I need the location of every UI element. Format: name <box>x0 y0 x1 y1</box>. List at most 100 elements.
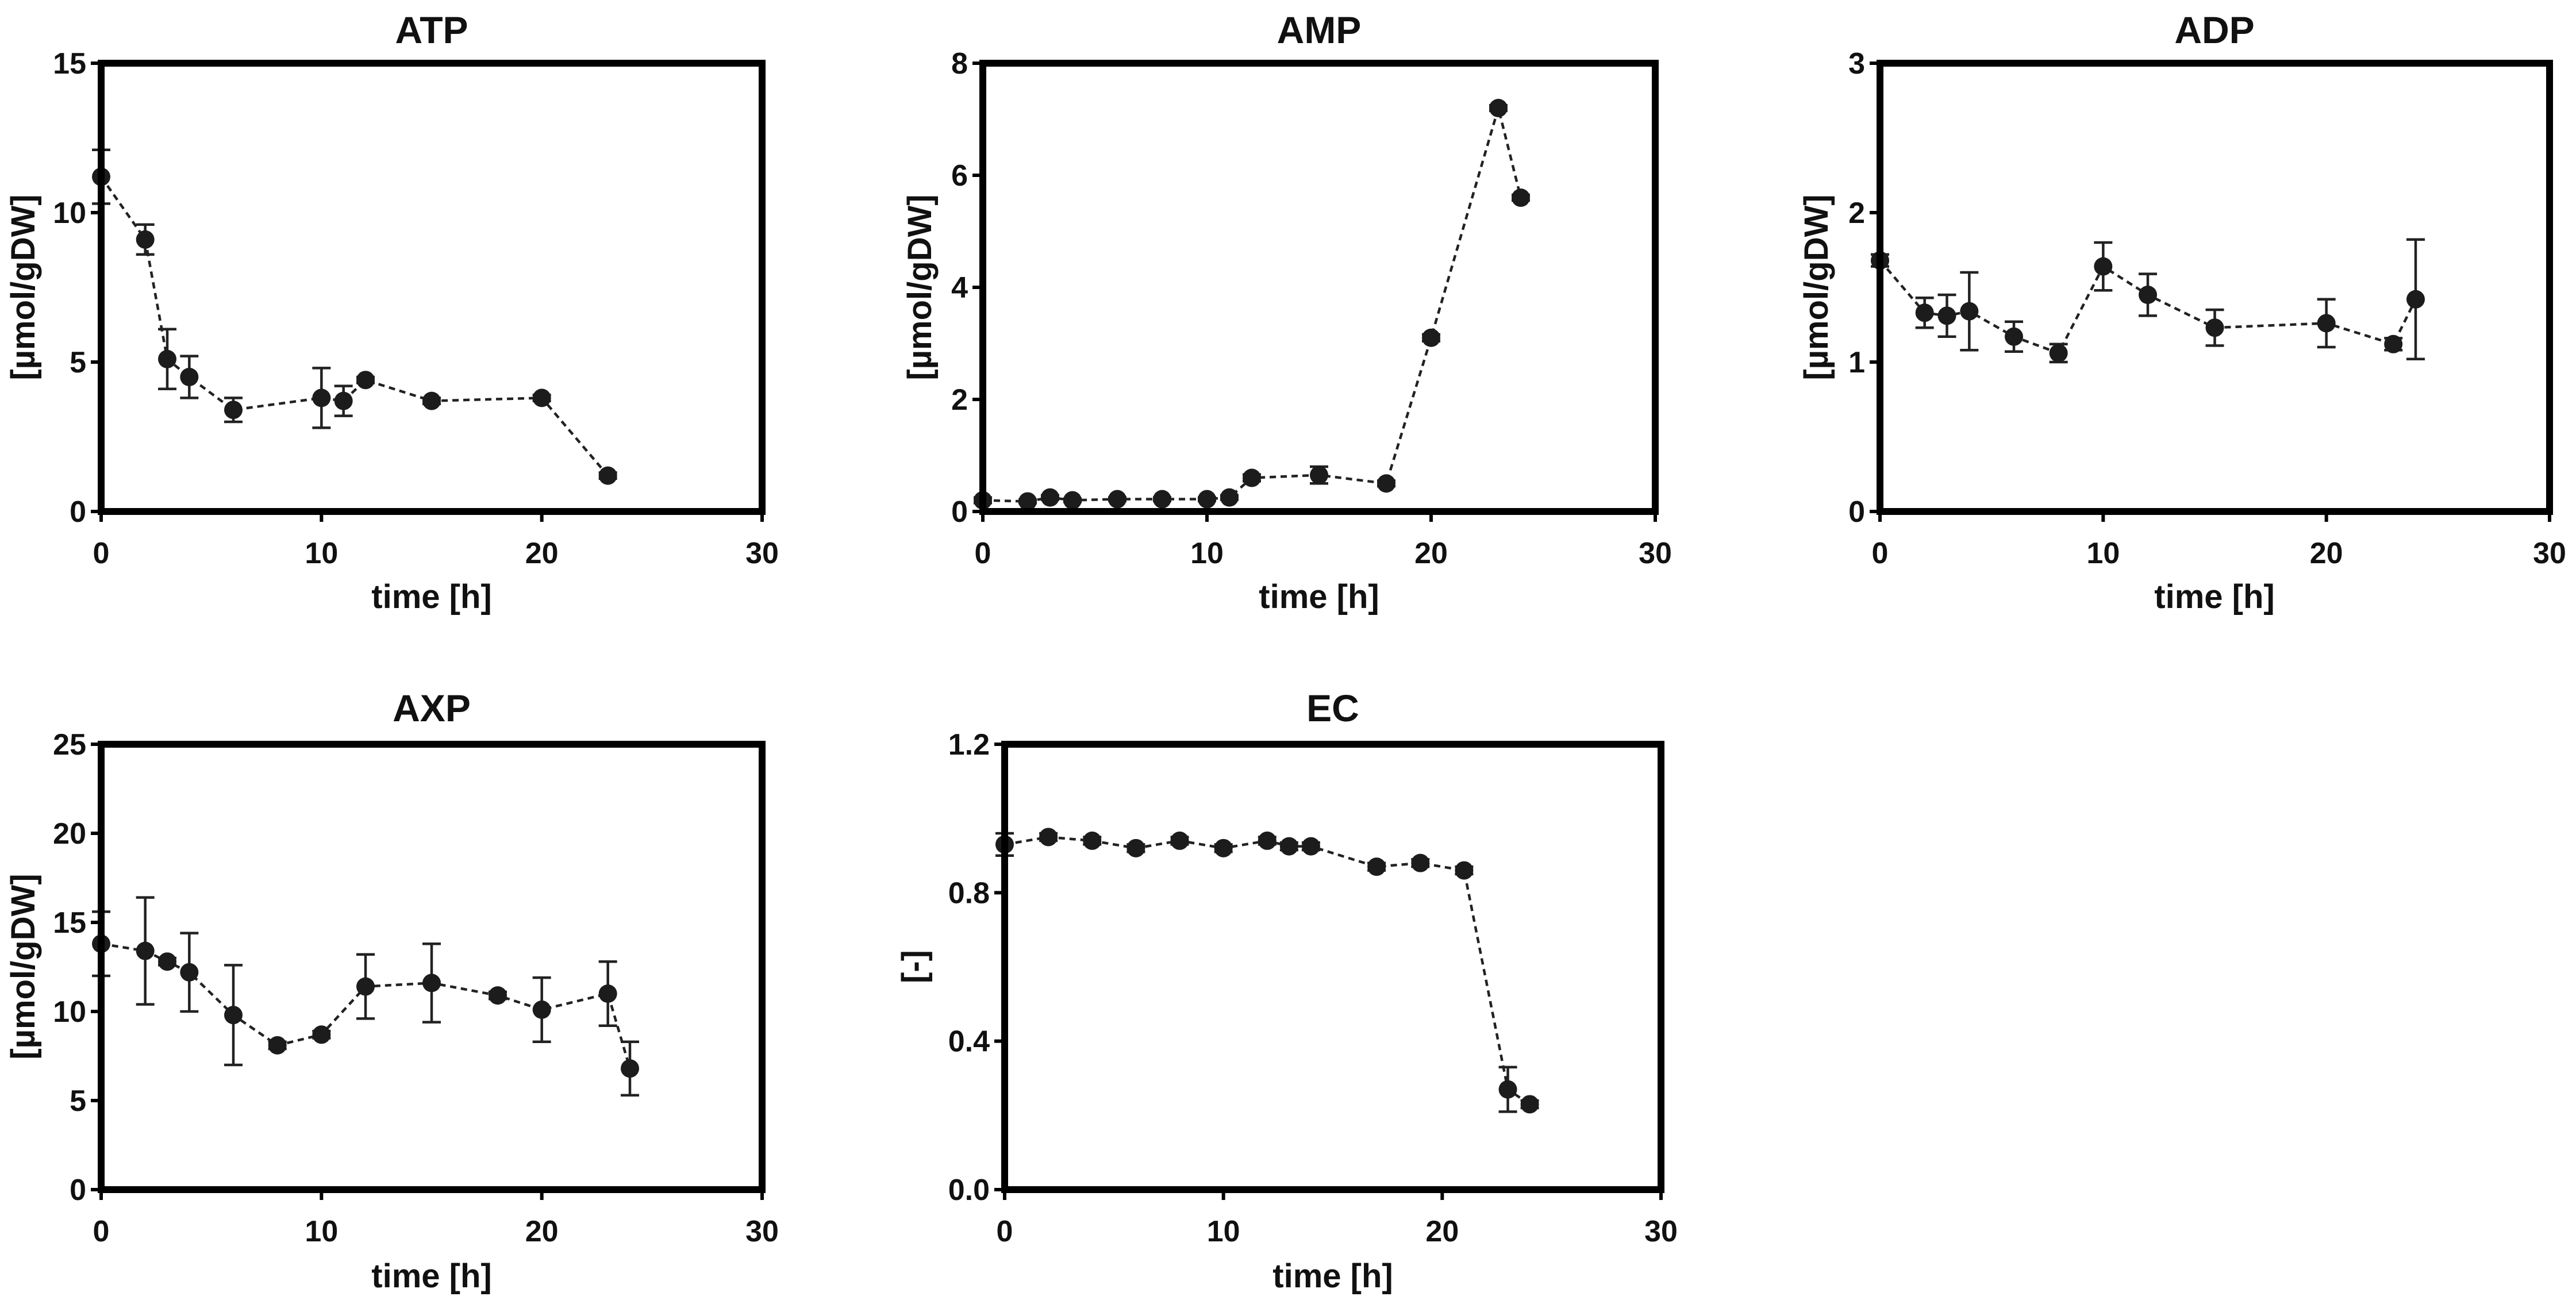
data-point <box>180 368 199 386</box>
plot-frame <box>98 741 766 1193</box>
chart-title: ADP <box>2174 9 2254 51</box>
y-tick-label: 1.2 <box>948 728 990 761</box>
data-point <box>1411 853 1430 872</box>
x-tick-label: 0 <box>997 1215 1013 1248</box>
series-line <box>1004 836 1531 1106</box>
x-tick-label: 0 <box>1872 537 1889 570</box>
x-tick-label: 20 <box>2310 537 2343 570</box>
y-tick-label: 25 <box>53 728 86 761</box>
data-point <box>1377 474 1395 493</box>
x-axis-label: time [h] <box>371 578 491 616</box>
data-point <box>136 230 155 249</box>
y-axis-label: [µmol/gDW] <box>901 194 939 380</box>
data-point <box>1018 492 1037 511</box>
data-point <box>224 1006 243 1025</box>
data-point <box>312 1025 331 1044</box>
data-point <box>1258 831 1277 850</box>
x-tick-label: 20 <box>525 1215 559 1248</box>
y-tick-label: 3 <box>1848 47 1865 80</box>
data-point <box>1367 857 1386 876</box>
data-point <box>1937 306 1956 325</box>
data-point <box>312 388 331 407</box>
y-tick-label: 2 <box>951 383 968 417</box>
data-point <box>1422 328 1440 347</box>
y-axis-label: [-] <box>895 950 933 983</box>
data-point <box>1220 488 1239 507</box>
data-point <box>1455 861 1474 880</box>
data-point <box>158 952 176 971</box>
series-line <box>100 176 609 477</box>
data-point <box>2205 318 2224 337</box>
y-tick-label: 0 <box>951 495 968 529</box>
data-point <box>598 984 617 1003</box>
chart-title: AXP <box>393 687 471 729</box>
panel-axp: AXP time [h] [µmol/gDW] 0 10 20 30 0 5 10 15 20 2… <box>5 687 779 1295</box>
y-tick-label: 20 <box>53 817 86 851</box>
data-point <box>532 1000 551 1019</box>
y-tick-label: 1 <box>1848 346 1865 379</box>
chart-title: AMP <box>1277 9 1362 51</box>
data-point <box>334 391 353 410</box>
data-point <box>1083 831 1102 850</box>
data-point <box>532 388 551 407</box>
plot-frame <box>1001 741 1664 1193</box>
y-axis-label: [µmol/gDW] <box>5 874 42 1059</box>
panel-amp: AMP time [h] [µmol/gDW] 0 10 20 30 0 2 4 6 8 <box>901 9 1672 616</box>
data-point <box>2049 344 2068 363</box>
data-point <box>422 391 441 410</box>
data-point <box>1039 828 1058 847</box>
data-point <box>1063 491 1082 510</box>
x-tick-label: 30 <box>1639 537 1672 570</box>
data-point <box>1512 189 1530 207</box>
data-point <box>2005 327 2023 346</box>
x-tick-label: 30 <box>2533 537 2566 570</box>
data-point <box>598 466 617 485</box>
chart-title: ATP <box>395 9 468 51</box>
x-tick-label: 0 <box>93 537 110 570</box>
data-point <box>1301 837 1320 856</box>
data-point <box>1126 838 1145 857</box>
y-tick-label: 15 <box>53 906 86 940</box>
data-point <box>2406 290 2425 309</box>
data-point <box>1960 302 1979 321</box>
x-tick-label: 10 <box>305 1215 338 1248</box>
chart-title: EC <box>1306 687 1359 729</box>
y-tick-label: 5 <box>70 346 86 379</box>
y-tick-label: 8 <box>951 47 968 80</box>
plot-frame <box>979 60 1659 515</box>
data-point <box>224 401 243 420</box>
panel-atp: ATP time [h] [µmol/gDW] 0 10 20 30 0 5 10 15 <box>5 9 779 616</box>
data-point <box>1915 303 1934 322</box>
data-point <box>268 1036 287 1055</box>
y-tick-label: 2 <box>1848 197 1865 230</box>
x-axis-label: time [h] <box>1272 1257 1393 1295</box>
x-tick-label: 10 <box>1207 1215 1240 1248</box>
x-tick-label: 10 <box>2086 537 2120 570</box>
y-tick-label: 0 <box>1848 495 1865 529</box>
data-point <box>489 986 507 1005</box>
plot-frame <box>98 60 766 515</box>
data-point <box>1279 837 1298 856</box>
data-point <box>1498 1080 1517 1099</box>
data-point <box>1214 838 1233 857</box>
y-axis-label: [µmol/gDW] <box>5 194 42 380</box>
y-tick-label: 10 <box>53 995 86 1029</box>
data-point <box>2139 286 2157 304</box>
x-tick-label: 0 <box>93 1215 110 1248</box>
data-point <box>1153 490 1171 509</box>
data-point <box>1041 488 1059 507</box>
y-tick-label: 0.8 <box>948 876 990 910</box>
y-tick-label: 4 <box>951 271 968 305</box>
x-tick-label: 0 <box>975 537 991 570</box>
x-axis-label: time [h] <box>1259 578 1379 616</box>
data-point <box>356 371 375 390</box>
x-tick-label: 30 <box>745 1215 779 1248</box>
y-tick-label: 5 <box>70 1084 86 1118</box>
y-axis-label: [µmol/gDW] <box>1798 194 1835 380</box>
data-point <box>158 349 176 368</box>
data-point <box>136 941 155 960</box>
data-point <box>1310 466 1328 484</box>
data-point <box>2317 314 2336 333</box>
data-point <box>1170 831 1189 850</box>
